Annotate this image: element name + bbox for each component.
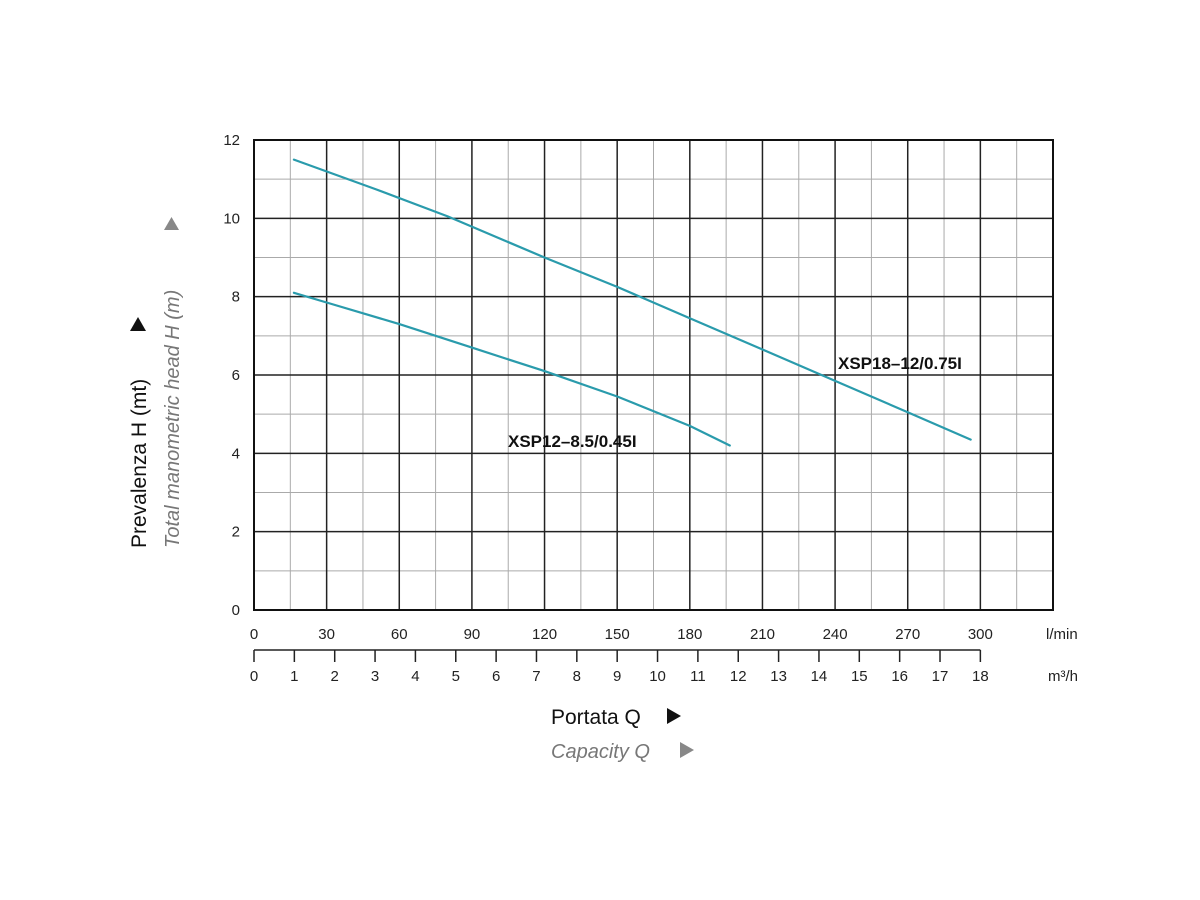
x-tick-label-m3h: 14 — [811, 668, 828, 685]
y-tick-label: 6 — [232, 367, 240, 384]
x-axis-title-sub: Capacity Q — [551, 741, 650, 763]
y-axis-title-main-arrow-icon — [130, 317, 146, 331]
x-axis-title-main-arrow-icon — [667, 708, 681, 724]
x-axis-title-sub-arrow-icon — [680, 742, 694, 758]
x-tick-label-m3h: 17 — [932, 668, 949, 685]
x-axis-title: Portata Q Capacity Q — [551, 706, 694, 763]
x-tick-label-lmin: 300 — [968, 626, 993, 643]
y-axis-title-main: Prevalenza H (mt) — [128, 379, 151, 548]
x-axis-title-main: Portata Q — [551, 706, 641, 729]
x-tick-label-m3h: 12 — [730, 668, 747, 685]
y-tick-label: 8 — [232, 289, 240, 306]
x-tick-label-m3h: 11 — [690, 668, 706, 685]
series-line-xsp12 — [292, 291, 731, 447]
y-unit-primary: l/min — [1046, 626, 1078, 643]
x-tick-label-lmin: 150 — [605, 626, 630, 643]
x-tick-label-m3h: 3 — [371, 668, 379, 685]
x-tick-label-lmin: 180 — [677, 626, 702, 643]
x-tick-label-m3h: 9 — [613, 668, 621, 685]
x-tick-label-m3h: 7 — [532, 668, 540, 685]
x-tick-label-lmin: 60 — [391, 626, 408, 643]
plot-frame — [253, 139, 1054, 611]
x-tick-label-m3h: 4 — [411, 668, 419, 685]
x-tick-label-lmin: 90 — [464, 626, 481, 643]
x-tick-label-m3h: 13 — [770, 668, 787, 685]
y-axis-title-sub-arrow-icon — [164, 217, 179, 230]
x-tick-label-lmin: 240 — [823, 626, 848, 643]
series-lines — [292, 158, 972, 447]
x-tick-label-lmin: 30 — [318, 626, 335, 643]
series-label-xsp18: XSP18–12/0.75I — [838, 354, 962, 373]
x-tick-label-lmin: 0 — [250, 626, 258, 643]
series-line-xsp18 — [292, 158, 972, 441]
y-tick-label: 4 — [232, 445, 240, 462]
x-tick-label-lmin: 120 — [532, 626, 557, 643]
y-tick-label: 0 — [232, 602, 240, 619]
x-tick-label-m3h: 18 — [972, 668, 989, 685]
series-label-xsp12: XSP12–8.5/0.45I — [508, 432, 637, 451]
x-tick-label-m3h: 0 — [250, 668, 258, 685]
x-tick-label-m3h: 16 — [891, 668, 908, 685]
y-tick-label: 2 — [232, 524, 240, 541]
x-tick-label-m3h: 15 — [851, 668, 868, 685]
grid — [253, 139, 1054, 611]
x-tick-label-m3h: 5 — [452, 668, 460, 685]
y-axis-title: Prevalenza H (mt) Total manometric head … — [128, 217, 184, 548]
x-tick-label-m3h: 10 — [649, 668, 666, 685]
x-tick-label-lmin: 270 — [895, 626, 920, 643]
x-tick-label-lmin: 210 — [750, 626, 775, 643]
x-unit-secondary: m³/h — [1048, 668, 1078, 685]
y-tick-label: 12 — [223, 132, 240, 149]
y-tick-label: 10 — [223, 210, 240, 227]
y-axis-title-sub: Total manometric head H (m) — [162, 290, 184, 548]
x-tick-label-m3h: 2 — [331, 668, 339, 685]
x-tick-label-m3h: 8 — [573, 668, 581, 685]
x-tick-label-m3h: 1 — [290, 668, 298, 685]
x-tick-label-m3h: 6 — [492, 668, 500, 685]
